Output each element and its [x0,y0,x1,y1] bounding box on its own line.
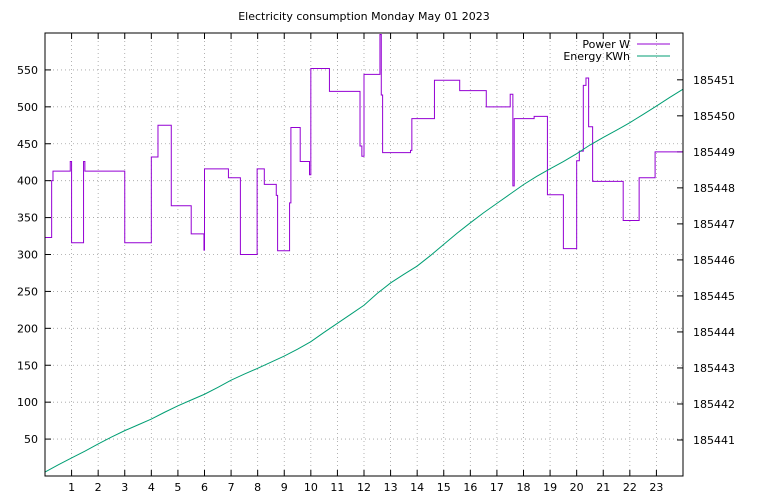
x-tick-label: 19 [543,481,557,494]
series-line-1 [45,33,684,255]
x-tick-label: 8 [254,481,261,494]
y-tick-label: 550 [17,64,38,77]
x-tick-label: 17 [490,481,504,494]
y2-tick-label: 185441 [693,434,735,447]
x-tick-label: 15 [437,481,451,494]
y-tick-label: 100 [17,396,38,409]
y-tick-label: 350 [17,212,38,225]
y2-tick-label: 185445 [693,290,735,303]
plot-lines [44,33,684,473]
x-tick-label: 3 [121,481,128,494]
y-tick-label: 250 [17,285,38,298]
legend-label: Power W [582,38,630,51]
y-tick-label: 400 [17,175,38,188]
y-tick-label: 500 [17,101,38,114]
y2-tick-label: 185450 [693,110,735,123]
y-tick-label: 200 [17,322,38,335]
y2-tick-label: 185444 [693,326,735,339]
x-tick-label: 10 [304,481,318,494]
x-tick-label: 5 [174,481,181,494]
y-tick-label: 50 [24,433,38,446]
axis-ticks: 1 2 3 4 5 6 7 8 9 10 11 12 13 14 15 16 17 18 19 20 21 22 23501… [17,33,735,494]
chart-title: Electricity consumption Monday May 01 20… [238,10,490,23]
y2-tick-label: 185451 [693,74,735,87]
x-tick-label: 4 [148,481,155,494]
x-tick-label: 6 [201,481,208,494]
y2-tick-label: 185447 [693,218,735,231]
y-tick-label: 450 [17,138,38,151]
y2-tick-label: 185442 [693,398,735,411]
x-tick-label: 12 [357,481,371,494]
y-tick-label: 300 [17,249,38,262]
series-line-2 [44,88,684,473]
y2-tick-label: 185449 [693,146,735,159]
x-tick-label: 18 [517,481,531,494]
x-tick-label: 1 [68,481,75,494]
x-tick-label: 2 [95,481,102,494]
y2-tick-label: 185448 [693,182,735,195]
y2-tick-label: 185443 [693,362,735,375]
x-tick-label: 22 [623,481,637,494]
x-tick-label: 16 [463,481,477,494]
x-tick-label: 9 [281,481,288,494]
legend-label: Energy KWh [563,50,630,63]
x-tick-label: 20 [570,481,584,494]
x-tick-label: 7 [228,481,235,494]
x-tick-label: 11 [330,481,344,494]
y-tick-label: 150 [17,359,38,372]
plot-frame [44,32,684,477]
x-tick-label: 21 [596,481,610,494]
x-tick-label: 14 [410,481,424,494]
y2-tick-label: 185446 [693,254,735,267]
x-tick-label: 23 [649,481,663,494]
x-tick-label: 13 [384,481,398,494]
